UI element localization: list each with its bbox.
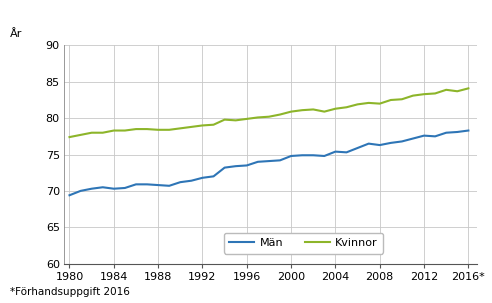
Män — [66, 193, 72, 197]
Män — [310, 153, 316, 157]
Kvinnor — [89, 131, 94, 135]
Män — [454, 130, 460, 134]
Kvinnor — [355, 102, 361, 106]
Kvinnor — [255, 116, 261, 119]
Män — [233, 164, 239, 168]
Line: Män: Män — [69, 131, 468, 195]
Män — [89, 187, 94, 191]
Kvinnor — [133, 127, 139, 131]
Kvinnor — [222, 118, 228, 122]
Kvinnor — [310, 108, 316, 111]
Kvinnor — [166, 128, 172, 132]
Män — [432, 135, 438, 138]
Män — [366, 142, 371, 145]
Män — [333, 150, 338, 153]
Kvinnor — [266, 115, 272, 118]
Män — [222, 166, 228, 169]
Män — [255, 160, 261, 164]
Text: År: År — [10, 29, 22, 39]
Kvinnor — [432, 92, 438, 95]
Kvinnor — [188, 125, 194, 129]
Män — [465, 129, 471, 132]
Män — [343, 151, 349, 154]
Män — [166, 184, 172, 188]
Kvinnor — [122, 129, 128, 132]
Män — [355, 146, 361, 150]
Kvinnor — [321, 110, 327, 113]
Kvinnor — [233, 118, 239, 122]
Män — [321, 154, 327, 158]
Kvinnor — [100, 131, 106, 135]
Män — [277, 158, 283, 162]
Män — [299, 153, 305, 157]
Män — [144, 182, 150, 186]
Män — [200, 176, 206, 180]
Kvinnor — [244, 117, 250, 121]
Kvinnor — [465, 87, 471, 90]
Män — [155, 183, 161, 187]
Män — [266, 159, 272, 163]
Män — [388, 141, 394, 145]
Kvinnor — [277, 113, 283, 116]
Kvinnor — [78, 133, 84, 137]
Kvinnor — [200, 124, 206, 127]
Kvinnor — [399, 98, 405, 101]
Kvinnor — [211, 123, 216, 127]
Kvinnor — [111, 129, 117, 132]
Kvinnor — [177, 127, 183, 130]
Kvinnor — [66, 135, 72, 139]
Män — [377, 143, 383, 147]
Kvinnor — [366, 101, 371, 105]
Kvinnor — [343, 105, 349, 109]
Kvinnor — [421, 92, 427, 96]
Kvinnor — [144, 127, 150, 131]
Män — [399, 140, 405, 143]
Män — [288, 154, 294, 158]
Män — [111, 187, 117, 191]
Text: *Förhandsuppgift 2016: *Förhandsuppgift 2016 — [10, 287, 130, 297]
Män — [421, 134, 427, 138]
Kvinnor — [155, 128, 161, 132]
Kvinnor — [454, 89, 460, 93]
Legend: Män, Kvinnor: Män, Kvinnor — [224, 233, 383, 254]
Män — [177, 180, 183, 184]
Män — [410, 137, 416, 140]
Kvinnor — [410, 94, 416, 98]
Kvinnor — [333, 107, 338, 111]
Kvinnor — [288, 110, 294, 113]
Kvinnor — [388, 98, 394, 102]
Män — [443, 131, 449, 135]
Kvinnor — [299, 108, 305, 112]
Män — [188, 179, 194, 182]
Män — [122, 186, 128, 190]
Kvinnor — [377, 102, 383, 105]
Line: Kvinnor: Kvinnor — [69, 88, 468, 137]
Män — [100, 185, 106, 189]
Män — [133, 182, 139, 186]
Kvinnor — [443, 88, 449, 92]
Män — [211, 175, 216, 178]
Män — [78, 189, 84, 193]
Män — [244, 164, 250, 167]
